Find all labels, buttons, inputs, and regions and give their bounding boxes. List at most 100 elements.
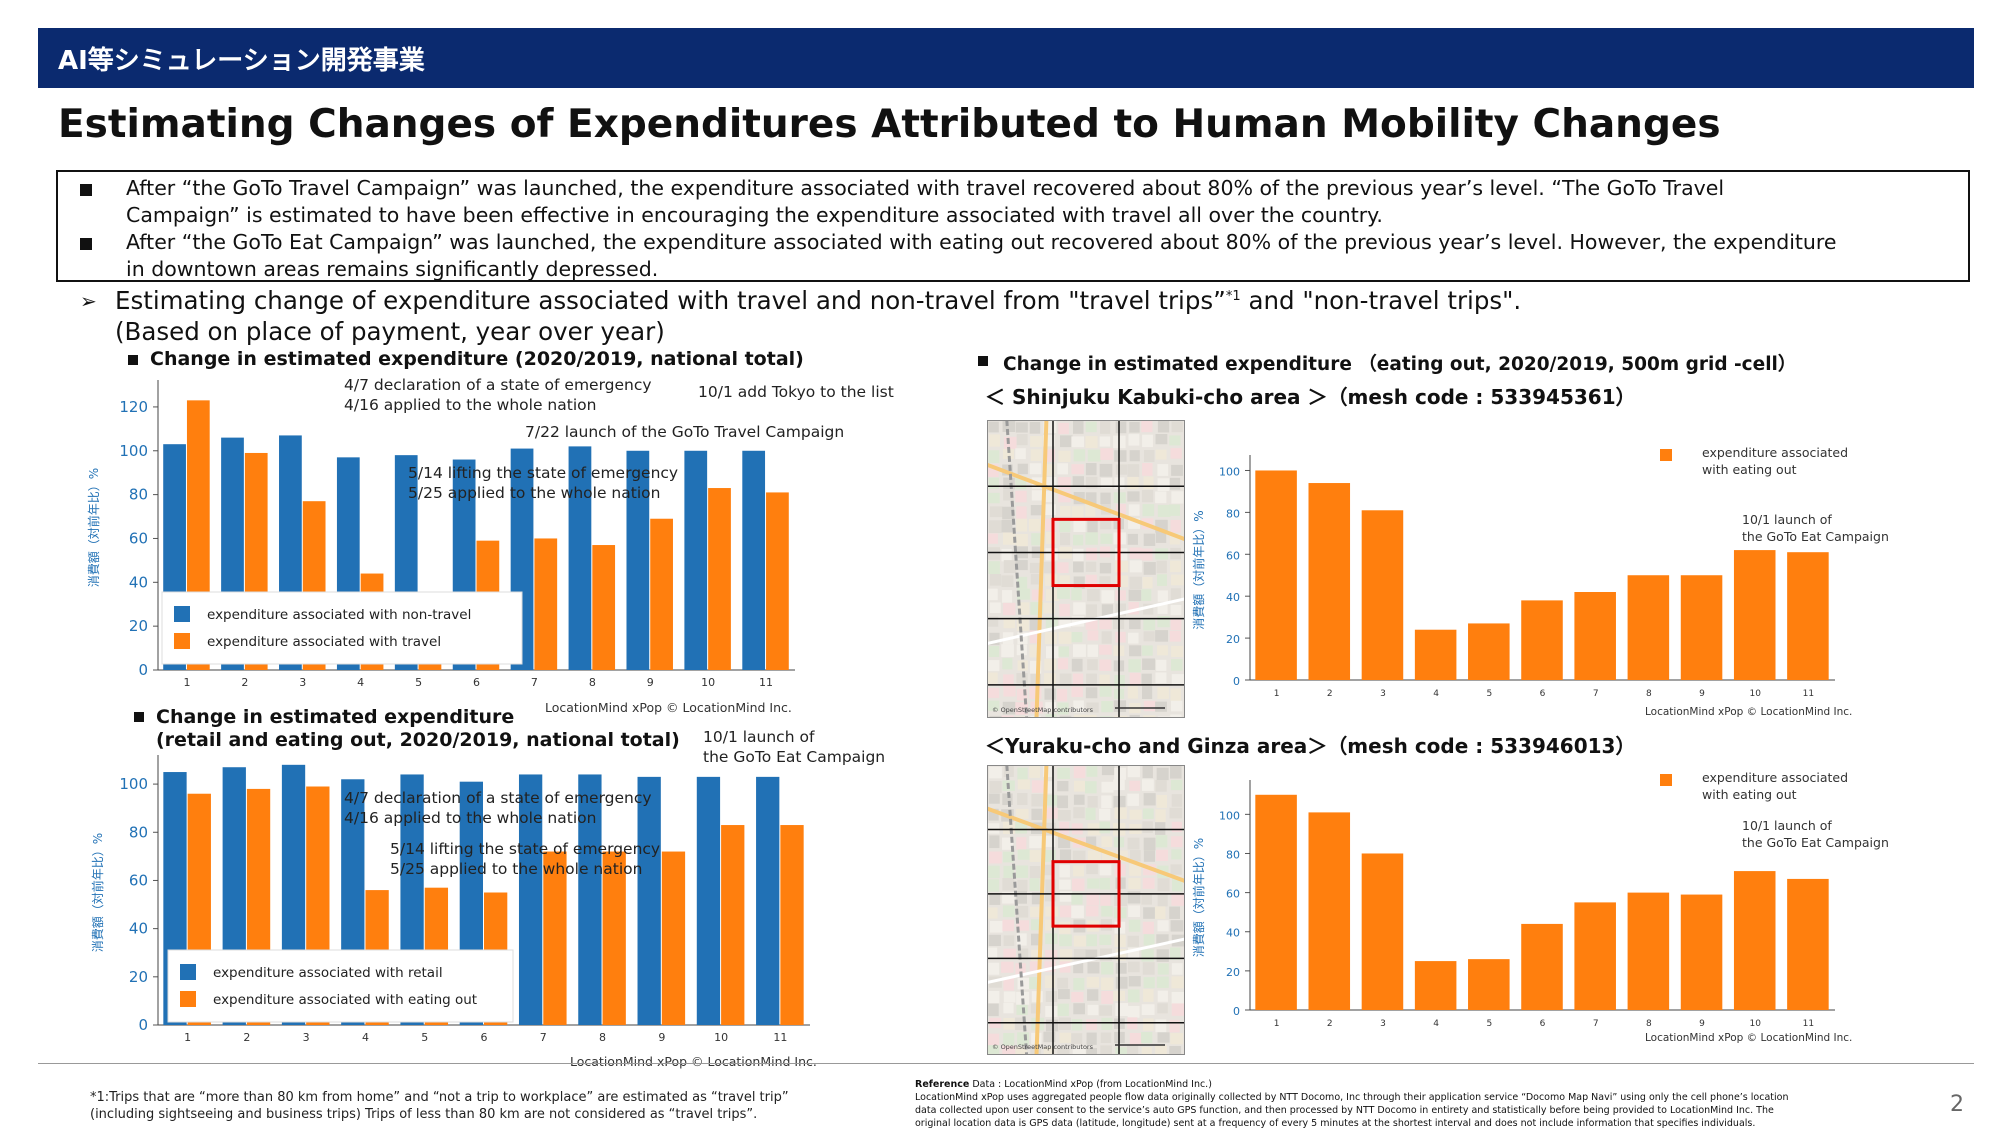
- chart1-legend-label: expenditure associated with travel: [207, 634, 441, 650]
- map2-frame: [987, 765, 1185, 1055]
- map1-block: [1085, 687, 1098, 699]
- map1-block: [1129, 450, 1140, 462]
- map2-block: [1143, 934, 1155, 946]
- map2-block: [1127, 935, 1140, 947]
- chart1-x-tick-label: 3: [299, 676, 306, 689]
- map2-block: [1031, 949, 1044, 962]
- map1-block: [1045, 532, 1057, 544]
- map2-road: [1034, 765, 1049, 1055]
- map1-block: [1044, 449, 1055, 462]
- chart1-y-tick-label: 40: [129, 573, 148, 591]
- map1-block: [988, 421, 999, 433]
- map2-block: [1030, 1003, 1042, 1014]
- footer-divider: [38, 1063, 1974, 1064]
- chart1-bar-orange: [592, 545, 616, 670]
- map2-block: [1073, 865, 1085, 877]
- map2-block: [1115, 948, 1126, 961]
- chart3-bar-orange: [1680, 575, 1723, 680]
- map2-block: [1156, 767, 1169, 781]
- map2-block: [1101, 905, 1113, 917]
- chart1-annotation-nationwide: 4/16 applied to the whole nation: [344, 396, 597, 414]
- map1-block: [1059, 603, 1070, 617]
- map2-block: [987, 1033, 1000, 1047]
- map1-block: [1157, 420, 1170, 433]
- map2-block: [1045, 949, 1058, 961]
- chart4-x-tick-label: 4: [1433, 1019, 1439, 1029]
- map1-block: [1128, 589, 1142, 602]
- map1-block: [1114, 715, 1128, 718]
- map2-block: [1099, 864, 1112, 876]
- chart2-credit: LocationMind xPop © LocationMind Inc.: [570, 1054, 817, 1069]
- chart1-legend-box: [161, 591, 523, 665]
- map1-block: [1128, 434, 1140, 446]
- chart4-x-tick-label: 9: [1699, 1019, 1705, 1029]
- map2-block: [1086, 892, 1099, 906]
- map2-block: [1114, 934, 1126, 948]
- map1-block: [1072, 644, 1086, 657]
- map1-block: [1016, 688, 1028, 701]
- map1-block: [1099, 616, 1112, 630]
- map2-block: [1143, 1018, 1154, 1031]
- map1-block: [1002, 506, 1015, 520]
- map2-block: [1057, 809, 1071, 821]
- map1-block: [1155, 449, 1167, 460]
- chart1-legend-swatch: [174, 633, 190, 649]
- map1-block: [1171, 674, 1185, 686]
- map2-block: [1059, 961, 1071, 973]
- map2-block: [1157, 878, 1170, 892]
- map2-block: [1058, 1017, 1071, 1030]
- map1-block: [1072, 673, 1084, 685]
- map2-block: [1155, 1045, 1167, 1055]
- map1-block: [1169, 435, 1181, 446]
- chart1-title: Change in estimated expenditure (2020/20…: [150, 348, 804, 370]
- chart2-legend-swatch: [180, 991, 196, 1007]
- map2-block: [1072, 1047, 1086, 1055]
- chart2-x-tick-label: 5: [421, 1031, 428, 1044]
- map2-block: [1142, 821, 1153, 833]
- map2-block: [1171, 878, 1183, 892]
- chart2-annotation-lifting-nationwide: 5/25 applied to the whole nation: [390, 860, 643, 878]
- map1-block: [1129, 421, 1140, 433]
- map1-block: [989, 506, 1003, 518]
- chart2-y-tick-label: 100: [119, 775, 148, 793]
- map1-block: [1099, 644, 1112, 655]
- chart3-x-tick-label: 5: [1486, 689, 1492, 699]
- reference-label: Reference: [915, 1079, 970, 1090]
- map1-block: [1045, 574, 1058, 586]
- chart2-bar-blue: [518, 774, 543, 1025]
- map2-block: [1015, 1047, 1028, 1055]
- chart1-y-axis-label: 消費額（対前年比）%: [86, 468, 101, 587]
- map1-block: [1002, 464, 1013, 476]
- map2-block: [1170, 1033, 1184, 1045]
- map2-block: [1141, 779, 1154, 791]
- map1-block: [987, 588, 998, 601]
- map1-block: [1071, 631, 1083, 643]
- map1-road: [1034, 420, 1049, 718]
- map2-block: [1059, 934, 1072, 947]
- map1-block: [1171, 645, 1184, 657]
- map1-block: [1127, 632, 1139, 644]
- map2-block: [1016, 991, 1030, 1005]
- header-bar: [38, 28, 1974, 88]
- map1-block: [1099, 674, 1110, 687]
- map2-block: [989, 835, 1000, 849]
- map1-block: [1099, 436, 1111, 447]
- map2-block: [1016, 933, 1027, 946]
- map2-block: [1115, 1003, 1129, 1017]
- map2-block: [1114, 767, 1126, 780]
- chart3-bar-orange: [1787, 552, 1829, 680]
- map2-block: [1029, 865, 1041, 879]
- map1-block: [1057, 658, 1069, 670]
- map1-block: [1017, 588, 1030, 600]
- map1-block: [1128, 602, 1139, 615]
- map2-block: [1157, 963, 1169, 975]
- map1-block: [1071, 464, 1084, 475]
- chart4-y-axis-label: 消費額（対前年比）%: [1191, 838, 1206, 957]
- chart2-bar-blue: [637, 776, 661, 1025]
- map1-highlight-cell: [1051, 517, 1121, 588]
- map2-block: [1143, 989, 1154, 1002]
- map2-block: [1141, 1004, 1155, 1016]
- chart2-x-tick-label: 1: [184, 1031, 191, 1044]
- map2-block: [1156, 949, 1169, 962]
- map2-block: [1073, 794, 1085, 805]
